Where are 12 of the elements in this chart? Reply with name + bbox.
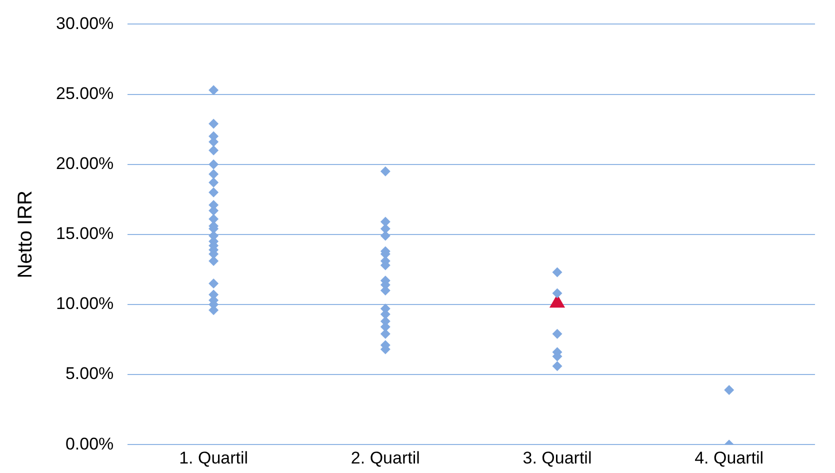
y-tick-label: 25.00%: [56, 84, 114, 103]
y-tick-label: 0.00%: [65, 434, 114, 454]
y-tick-label: 20.00%: [56, 154, 114, 174]
y-tick-label: 10.00%: [56, 294, 114, 314]
y-tick-label: 30.00%: [56, 14, 114, 33]
x-tick-label: 2. Quartil: [350, 448, 420, 468]
x-tick-label: 3. Quartil: [522, 448, 592, 468]
y-axis-title: Netto IRR: [14, 190, 37, 278]
x-tick-label: 4. Quartil: [694, 448, 764, 468]
y-tick-label: 5.00%: [65, 364, 114, 384]
x-tick-label: 1. Quartil: [179, 448, 248, 468]
y-tick-label: 15.00%: [56, 224, 114, 244]
